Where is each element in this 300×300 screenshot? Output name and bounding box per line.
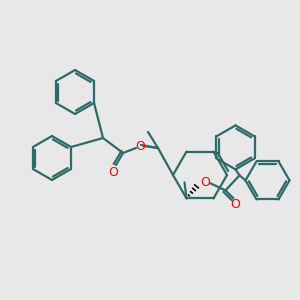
Text: O: O	[231, 198, 240, 211]
Text: O: O	[135, 140, 145, 154]
Text: O: O	[201, 176, 210, 189]
Text: O: O	[108, 167, 118, 179]
